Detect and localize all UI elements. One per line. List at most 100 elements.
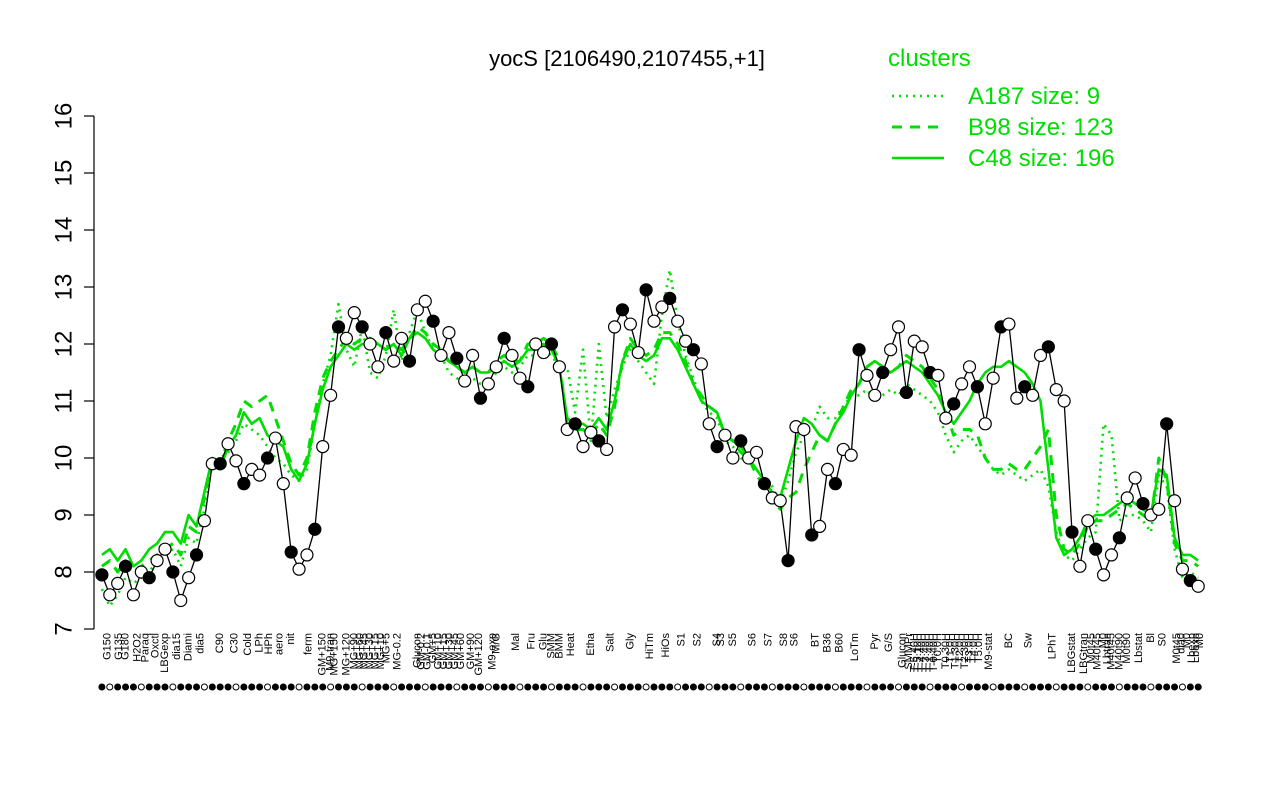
x-marker xyxy=(398,683,406,691)
x-tick-label: M40t45 xyxy=(1091,633,1103,670)
data-point xyxy=(505,348,519,362)
x-tick-label: S2 xyxy=(691,633,703,646)
x-marker xyxy=(508,683,516,691)
data-point xyxy=(529,337,543,351)
data-point xyxy=(726,451,740,465)
data-point xyxy=(95,568,109,582)
data-point xyxy=(584,425,598,439)
plot-area xyxy=(95,268,1205,608)
x-marker xyxy=(311,683,319,691)
data-point xyxy=(1167,494,1182,508)
y-tick-label: 12 xyxy=(51,331,78,358)
x-marker xyxy=(776,683,784,691)
x-tick-label: Glucon xyxy=(411,633,423,668)
x-marker xyxy=(603,683,611,691)
x-marker xyxy=(950,683,958,691)
x-marker xyxy=(287,683,295,691)
x-marker xyxy=(587,683,595,691)
data-point xyxy=(1104,548,1119,562)
x-tick-label: G/S xyxy=(883,633,895,652)
x-marker xyxy=(650,683,658,691)
x-marker xyxy=(98,683,106,691)
data-point xyxy=(221,437,235,451)
x-marker xyxy=(279,683,287,691)
x-tick-label: GM+30 xyxy=(444,633,456,669)
x-marker xyxy=(1178,683,1186,691)
x-marker xyxy=(658,683,666,691)
x-tick-label: T-4.40H xyxy=(916,633,928,672)
x-tick-label: MG+90 xyxy=(348,633,360,669)
x-marker xyxy=(232,683,240,691)
x-marker xyxy=(453,683,461,691)
data-point xyxy=(884,343,898,357)
data-point xyxy=(111,576,125,591)
x-tick-label: S6 xyxy=(747,633,759,646)
x-tick-label: Lbstat xyxy=(1133,633,1145,663)
x-marker xyxy=(697,683,705,691)
x-tick-label: GM-0.2 xyxy=(415,633,427,670)
x-tick-label: GM+150 xyxy=(317,633,329,676)
x-marker xyxy=(122,683,130,691)
data-point xyxy=(308,522,322,536)
x-marker xyxy=(327,683,335,691)
x-marker xyxy=(895,683,903,691)
x-marker xyxy=(161,683,169,691)
x-tick-label: M0t90 xyxy=(1121,633,1133,664)
x-marker xyxy=(248,683,256,691)
x-marker xyxy=(1044,683,1052,691)
x-marker xyxy=(674,683,682,691)
data-point xyxy=(316,440,330,454)
x-marker xyxy=(642,683,650,691)
x-tick-label: LBGstat xyxy=(1066,633,1078,673)
x-marker xyxy=(958,683,966,691)
x-tick-label: M0t45 xyxy=(1086,633,1098,664)
x-marker xyxy=(145,683,153,691)
x-tick-label: T-5.10H xyxy=(912,633,924,672)
x-marker xyxy=(547,683,555,691)
data-point xyxy=(189,548,204,562)
x-tick-label: MG+30 xyxy=(364,633,376,669)
data-point xyxy=(955,377,969,391)
data-point xyxy=(513,371,527,385)
x-tick-label: HiOs xyxy=(660,633,672,658)
x-tick-label: nit xyxy=(285,633,297,645)
x-tick-label: M9-tran xyxy=(325,633,337,671)
data-point xyxy=(1065,525,1079,539)
data-point xyxy=(773,494,787,508)
x-tick-label: dia5 xyxy=(194,633,206,654)
x-tick-label: S5 xyxy=(727,633,739,646)
x-marker xyxy=(989,683,997,691)
x-marker xyxy=(1139,683,1147,691)
x-marker xyxy=(303,683,311,691)
data-point xyxy=(702,417,716,431)
data-point xyxy=(1160,417,1174,431)
x-tick-label: S4 xyxy=(711,633,723,646)
data-point xyxy=(347,306,361,320)
x-marker xyxy=(129,683,137,691)
x-tick-label: SMMPr xyxy=(903,633,915,670)
x-tick-label: Lbexp xyxy=(1190,633,1202,663)
data-point xyxy=(647,314,661,328)
x-marker xyxy=(879,683,887,691)
x-tick-label: Pyr xyxy=(869,633,881,650)
data-point xyxy=(1191,579,1205,593)
x-marker xyxy=(839,683,847,691)
x-marker xyxy=(295,683,303,691)
data-point xyxy=(260,451,275,465)
x-marker xyxy=(816,683,824,691)
x-tick-label: LPhT xyxy=(1046,633,1058,660)
data-point xyxy=(1152,502,1166,516)
x-marker xyxy=(106,683,114,691)
x-tick-label: T-1.40H xyxy=(924,633,936,672)
data-point xyxy=(1081,514,1095,528)
x-tick-label: Sw xyxy=(1023,633,1035,648)
x-tick-label: B36 xyxy=(822,633,834,653)
x-tick-label: Diami xyxy=(183,633,195,661)
y-tick-label: 9 xyxy=(51,508,78,521)
x-tick-label: Lbexp xyxy=(1186,633,1198,663)
data-point xyxy=(1089,542,1103,556)
y-tick-label: 13 xyxy=(51,274,78,301)
data-point xyxy=(450,351,464,365)
x-marker xyxy=(871,683,879,691)
x-marker xyxy=(240,683,248,691)
